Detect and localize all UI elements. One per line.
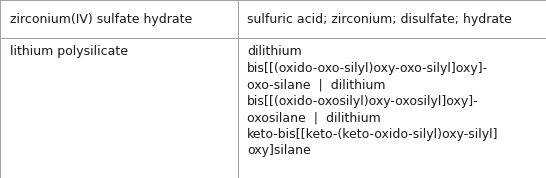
Text: sulfuric acid; zirconium; disulfate; hydrate: sulfuric acid; zirconium; disulfate; hyd… [247,13,512,26]
Bar [238,0,546,38]
Text: lithium polysilicate: lithium polysilicate [10,45,128,58]
Bar [0,38,238,178]
Text: dilithium
bis[[(oxido-oxo-silyl)oxy-oxo-silyl]oxy]-
oxo-silane  |  dilithium
bis: dilithium bis[[(oxido-oxo-silyl)oxy-oxo-… [247,45,499,157]
Bar [238,38,546,178]
Text: zirconium(IV) sulfate hydrate: zirconium(IV) sulfate hydrate [10,13,192,26]
Bar [0,0,238,38]
